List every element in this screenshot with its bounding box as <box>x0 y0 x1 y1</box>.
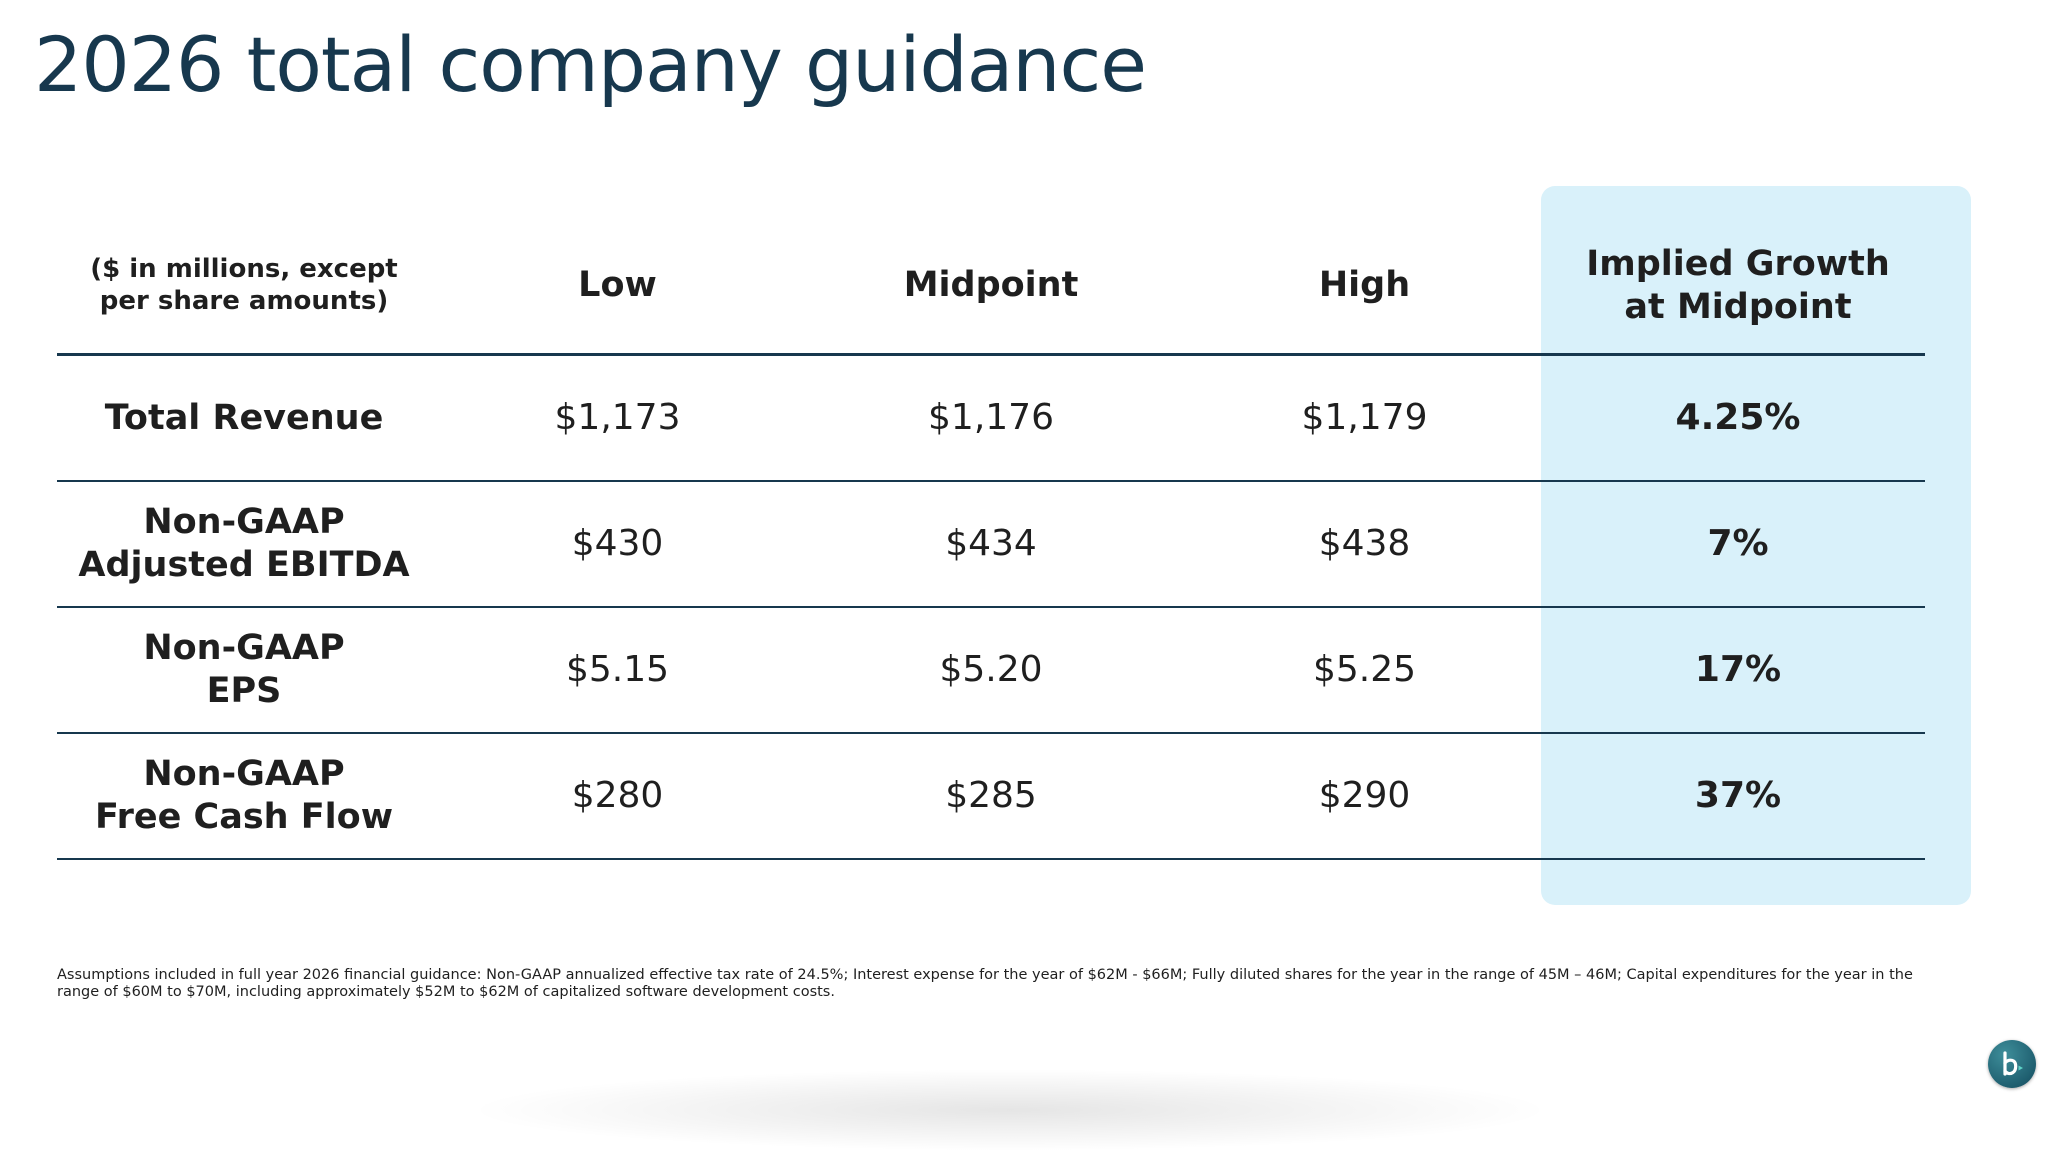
row-label-line2: Free Cash Flow <box>94 797 394 837</box>
row-label: Non-GAAP Adjusted EBITDA <box>57 501 431 586</box>
units-note: ($ in millions, except per share amounts… <box>90 254 398 316</box>
midpoint-value: $434 <box>945 523 1037 565</box>
table-row-total-revenue: Total Revenue $1,173 $1,176 $1,179 4.25% <box>57 356 1925 482</box>
row-label-line2: EPS <box>206 671 282 711</box>
implied-growth-value: 17% <box>1694 649 1782 691</box>
implied-growth-value: 4.25% <box>1675 397 1801 439</box>
table-row-adjusted-ebitda: Non-GAAP Adjusted EBITDA $430 $434 $438 … <box>57 482 1925 608</box>
midpoint-value: $5.20 <box>939 649 1043 691</box>
header-midpoint: Midpoint <box>903 265 1079 306</box>
table-row-eps: Non-GAAP EPS $5.15 $5.20 $5.25 17% <box>57 608 1925 734</box>
header-implied-growth-line1: Implied Growth <box>1586 243 1890 284</box>
low-value: $5.15 <box>565 649 670 691</box>
high-value: $290 <box>1318 775 1411 817</box>
b-logo-icon <box>1988 1040 2036 1088</box>
high-value: $1,179 <box>1301 397 1428 439</box>
header-low: Low <box>578 265 657 306</box>
low-value: $1,173 <box>554 397 681 439</box>
table-header-row: ($ in millions, except per share amounts… <box>57 218 1925 356</box>
table-row-free-cash-flow: Non-GAAP Free Cash Flow $280 $285 $290 3… <box>57 734 1925 860</box>
high-value: $5.25 <box>1312 649 1417 691</box>
assumptions-footnote: Assumptions included in full year 2026 f… <box>57 967 1913 1000</box>
implied-growth-highlight-panel <box>1541 186 1971 905</box>
row-label: Non-GAAP EPS <box>57 627 431 712</box>
midpoint-value: $1,176 <box>928 397 1054 439</box>
row-label-line1: Non-GAAP <box>143 628 345 669</box>
guidance-table: ($ in millions, except per share amounts… <box>57 218 1925 860</box>
row-label-line2: Adjusted EBITDA <box>78 545 410 585</box>
low-value: $280 <box>571 775 664 817</box>
row-label-line1: Total Revenue <box>104 397 384 438</box>
high-value: $438 <box>1318 523 1411 565</box>
midpoint-value: $285 <box>945 775 1037 817</box>
header-implied-growth: Implied Growth at Midpoint <box>1551 243 1925 328</box>
header-high: High <box>1318 265 1411 306</box>
row-label-line1: Non-GAAP <box>143 754 345 795</box>
header-implied-growth-line2: at Midpoint <box>1624 286 1852 327</box>
low-value: $430 <box>571 523 664 565</box>
page-title: 2026 total company guidance <box>34 20 1147 109</box>
row-label: Non-GAAP Free Cash Flow <box>57 753 431 838</box>
implied-growth-value: 37% <box>1694 775 1782 817</box>
implied-growth-value: 7% <box>1707 523 1769 565</box>
row-label: Total Revenue <box>57 397 431 440</box>
bottom-shadow-decoration <box>480 1070 1540 1150</box>
row-label-line1: Non-GAAP <box>143 502 345 543</box>
